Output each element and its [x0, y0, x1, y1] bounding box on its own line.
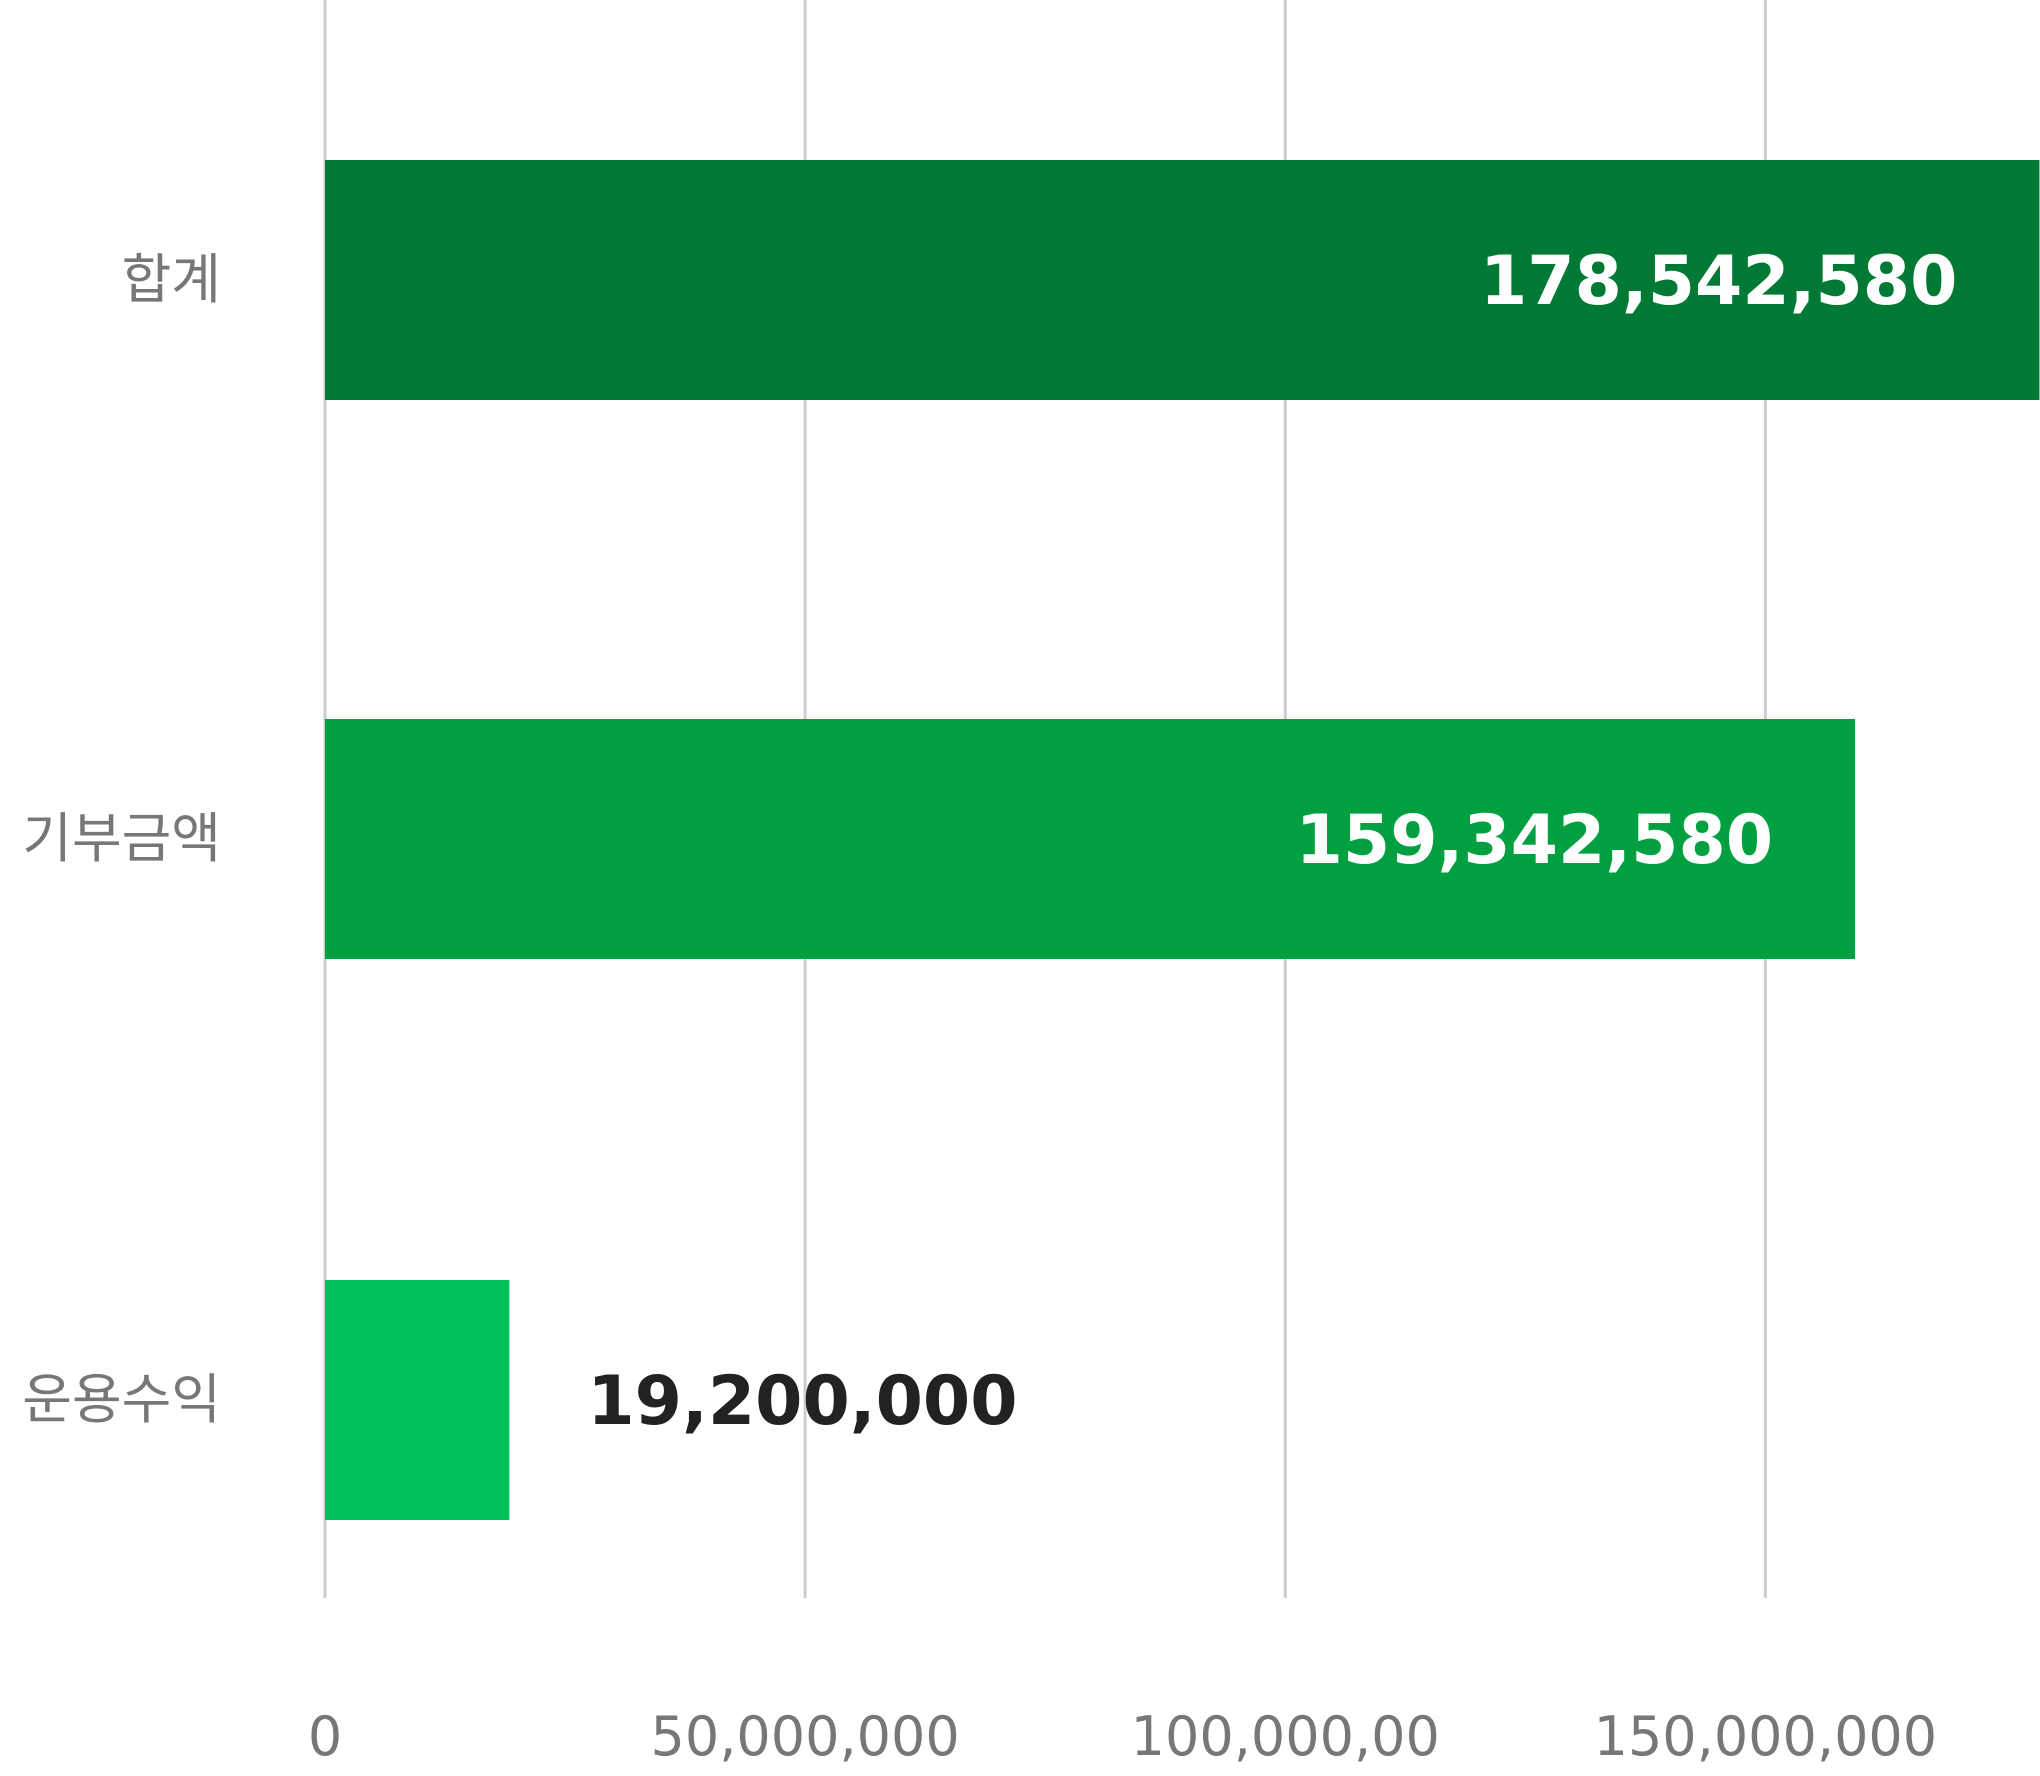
x-tick-label: 50,000,000	[651, 1705, 960, 1768]
bar	[325, 719, 1856, 959]
x-tick-label: 150,000,000	[1594, 1705, 1938, 1768]
bar	[325, 160, 2040, 400]
category-label: 합계	[122, 248, 221, 311]
value-label: 159,342,580	[1296, 801, 1774, 880]
category-label: 운용수익	[22, 1368, 221, 1431]
category-label: 기부금액	[22, 807, 221, 870]
value-label: 19,200,000	[587, 1362, 1017, 1441]
x-tick-label: 100,000,00	[1131, 1705, 1440, 1768]
value-label: 178,542,580	[1480, 242, 1958, 321]
bar	[325, 1280, 510, 1520]
x-tick-label: 0	[308, 1705, 342, 1768]
